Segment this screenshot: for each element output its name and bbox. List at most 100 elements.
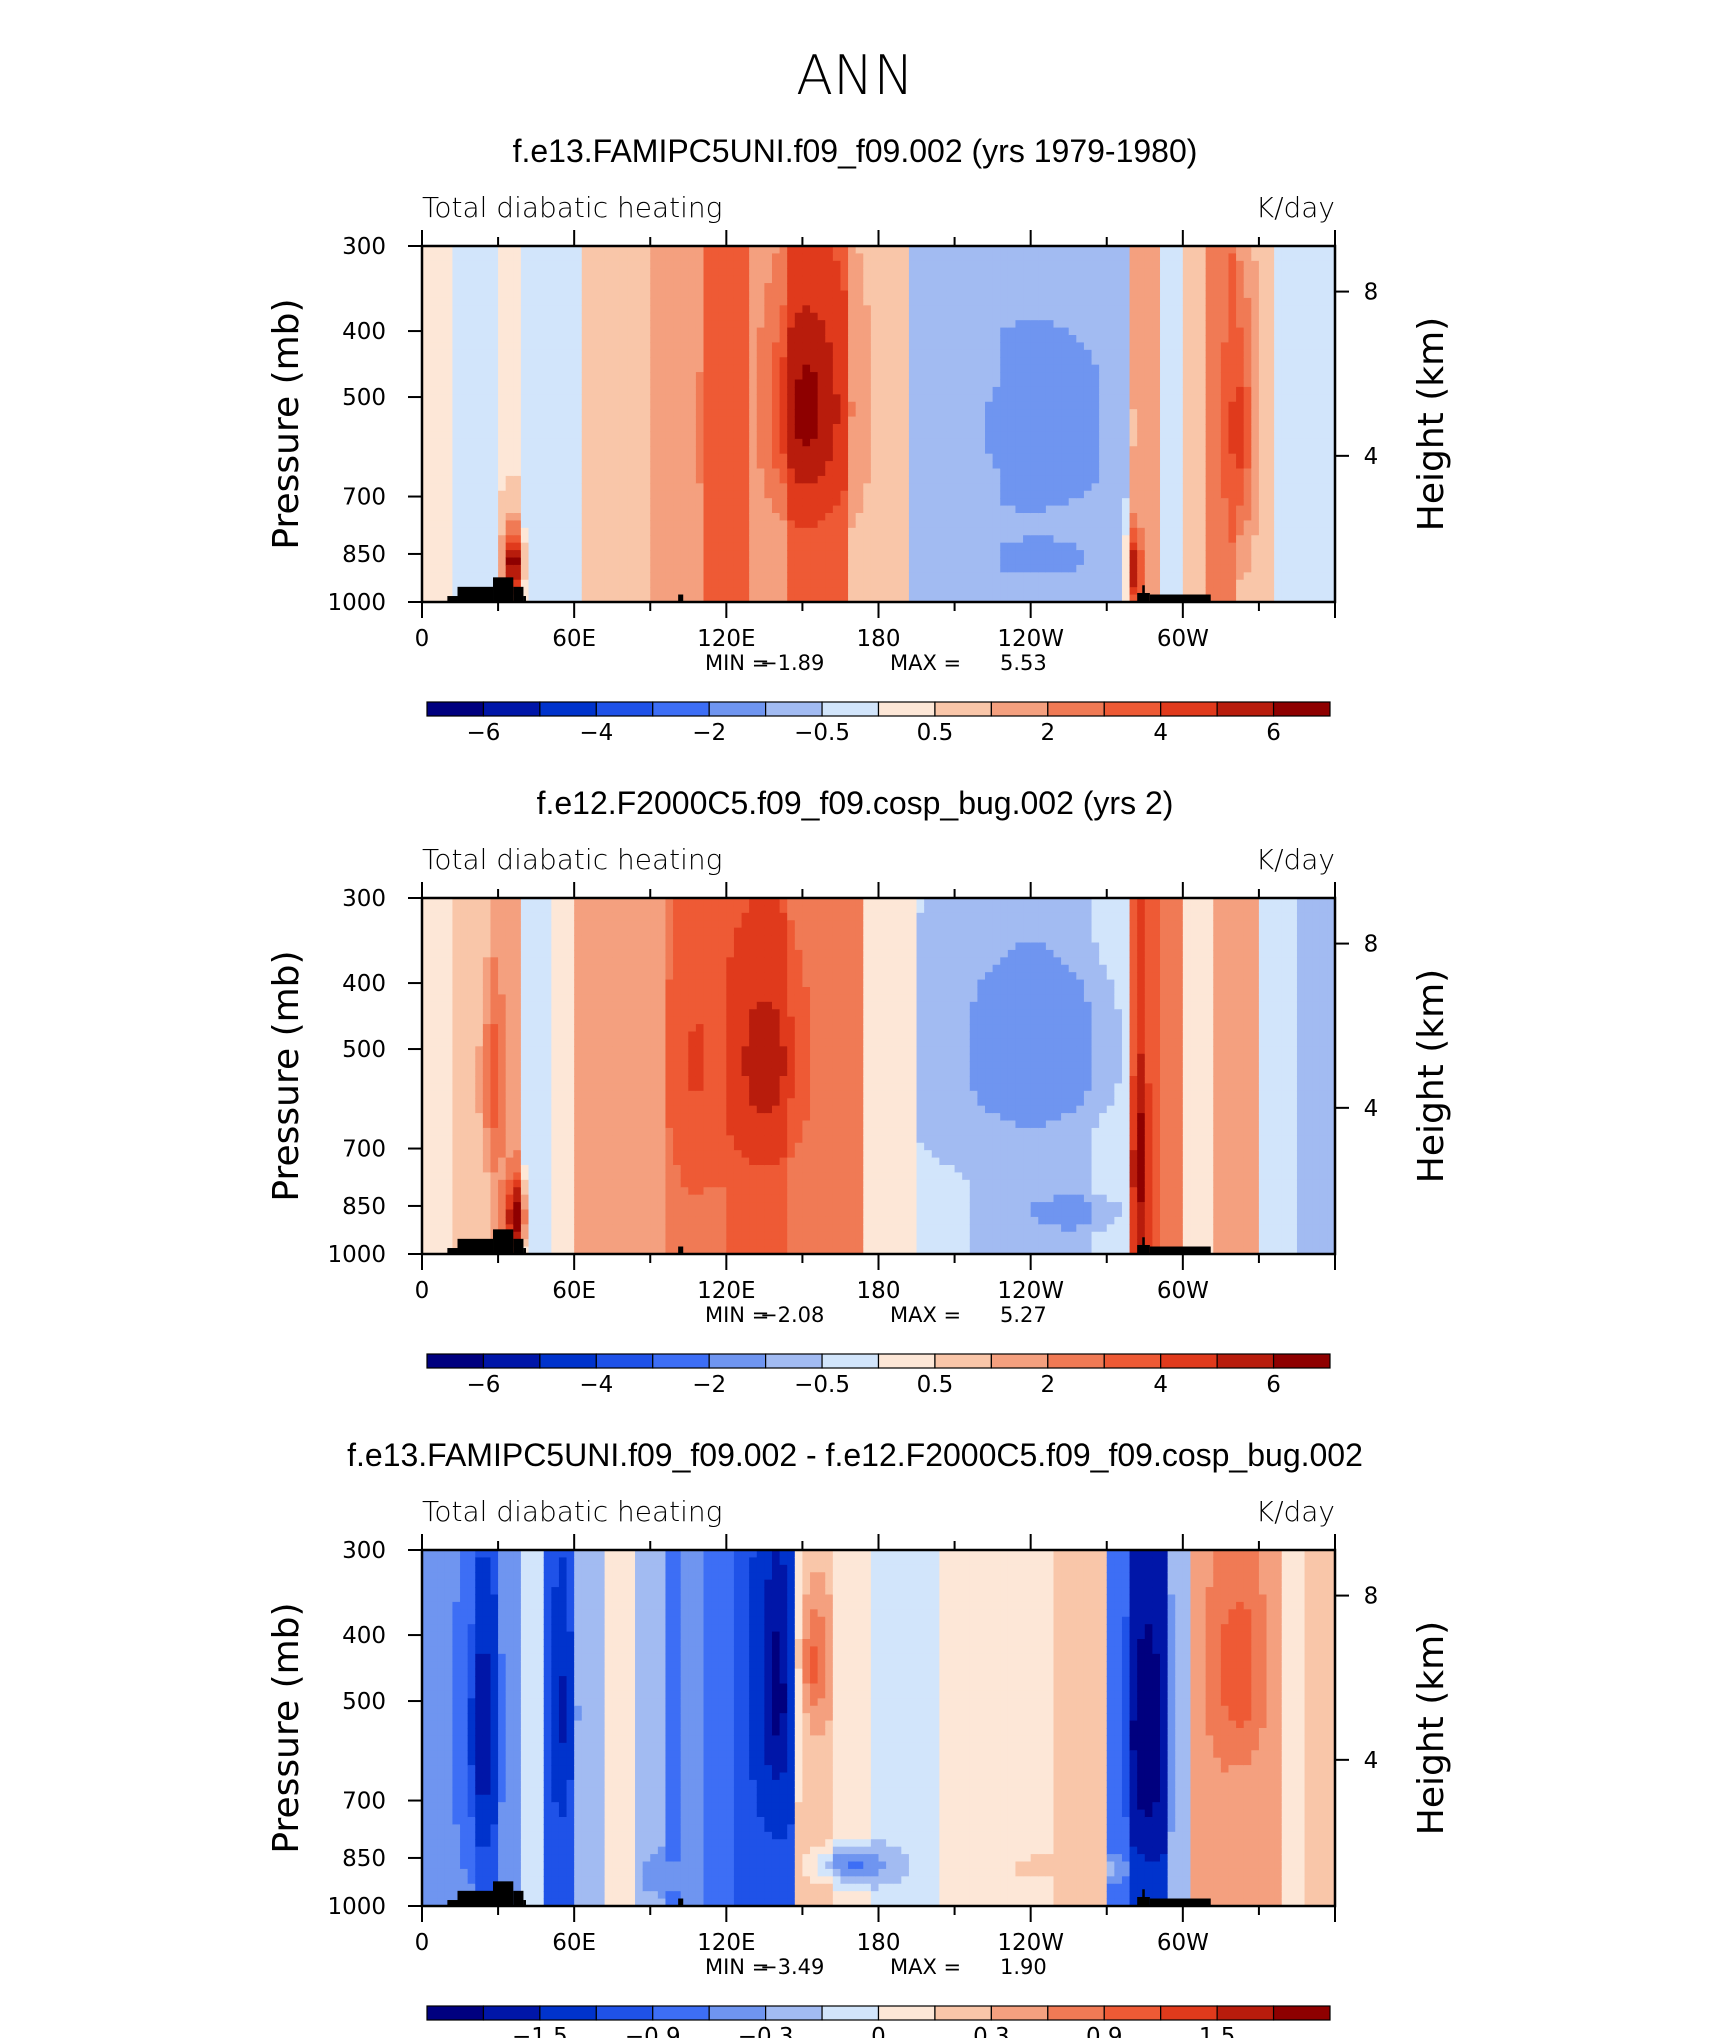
field-cell: [780, 431, 788, 439]
field-cell: [833, 439, 841, 447]
field-cell: [681, 328, 689, 336]
field-cell: [879, 461, 887, 469]
field-cell: [430, 446, 438, 454]
field-cell: [1023, 291, 1031, 299]
field-cell: [1137, 394, 1145, 402]
field-cell: [475, 328, 483, 336]
field-cell: [574, 424, 582, 432]
field-cell: [909, 476, 917, 484]
field-cell: [810, 543, 818, 551]
field-cell: [475, 365, 483, 373]
field-cell: [430, 276, 438, 284]
field-cell: [734, 483, 742, 491]
field-cell: [1175, 372, 1183, 380]
field-cell: [1099, 506, 1107, 514]
field-cell: [673, 454, 681, 462]
field-cell: [924, 365, 932, 373]
field-cell: [536, 431, 544, 439]
field-cell: [894, 402, 902, 410]
field-cell: [460, 580, 468, 588]
field-cell: [468, 528, 476, 536]
field-cell: [681, 491, 689, 499]
field-cell: [787, 580, 795, 588]
field-cell: [521, 276, 529, 284]
field-cell: [445, 387, 453, 395]
field-cell: [551, 483, 559, 491]
field-cell: [430, 253, 438, 261]
field-cell: [840, 387, 848, 395]
field-cell: [825, 335, 833, 343]
field-cell: [1107, 291, 1115, 299]
field-cell: [513, 268, 521, 276]
field-cell: [886, 402, 894, 410]
field-cell: [901, 372, 909, 380]
field-cell: [437, 335, 445, 343]
field-cell: [734, 283, 742, 291]
field-cell: [719, 572, 727, 580]
field-cell: [1130, 268, 1138, 276]
field-cell: [567, 543, 575, 551]
field-cell: [460, 558, 468, 566]
field-cell: [452, 446, 460, 454]
field-cell: [605, 357, 613, 365]
field-cell: [749, 572, 757, 580]
field-cell: [871, 461, 879, 469]
field-cell: [1114, 394, 1122, 402]
field-cell: [1046, 506, 1054, 514]
field-cell: [627, 253, 635, 261]
field-cell: [917, 572, 925, 580]
field-cell: [1046, 520, 1054, 528]
field-cell: [734, 498, 742, 506]
field-cell: [696, 387, 704, 395]
field-cell: [848, 283, 856, 291]
field-cell: [871, 424, 879, 432]
field-cell: [1145, 528, 1153, 536]
field-cell: [1152, 572, 1160, 580]
field-cell: [932, 550, 940, 558]
field-cell: [947, 268, 955, 276]
field-cell: [688, 476, 696, 484]
field-cell: [1038, 313, 1046, 321]
field-cell: [772, 513, 780, 521]
field-cell: [810, 454, 818, 462]
field-cell: [1145, 572, 1153, 580]
field-cell: [879, 372, 887, 380]
field-cell: [574, 506, 582, 514]
field-cell: [1206, 424, 1214, 432]
field-cell: [650, 328, 658, 336]
field-cell: [1175, 335, 1183, 343]
field-cell: [840, 506, 848, 514]
field-cell: [559, 394, 567, 402]
field-cell: [795, 335, 803, 343]
field-cell: [1008, 305, 1016, 313]
field-cell: [430, 372, 438, 380]
field-cell: [764, 283, 772, 291]
field-cell: [605, 402, 613, 410]
field-cell: [955, 587, 963, 595]
field-cell: [909, 513, 917, 521]
field-cell: [452, 469, 460, 477]
field-cell: [544, 298, 552, 306]
field-cell: [605, 431, 613, 439]
field-cell: [726, 402, 734, 410]
field-cell: [468, 298, 476, 306]
field-cell: [483, 461, 491, 469]
field-cell: [506, 387, 514, 395]
field-cell: [1198, 543, 1206, 551]
field-cell: [696, 565, 704, 573]
field-cell: [879, 268, 887, 276]
field-cell: [688, 461, 696, 469]
field-cell: [818, 439, 826, 447]
field-cell: [787, 328, 795, 336]
field-cell: [1175, 498, 1183, 506]
field-cell: [810, 357, 818, 365]
field-cell: [840, 431, 848, 439]
field-cell: [932, 402, 940, 410]
field-cell: [871, 313, 879, 321]
field-cell: [696, 580, 704, 588]
field-cell: [970, 543, 978, 551]
field-cell: [551, 335, 559, 343]
field-cell: [1053, 587, 1061, 595]
field-cell: [551, 357, 559, 365]
field-cell: [536, 380, 544, 388]
